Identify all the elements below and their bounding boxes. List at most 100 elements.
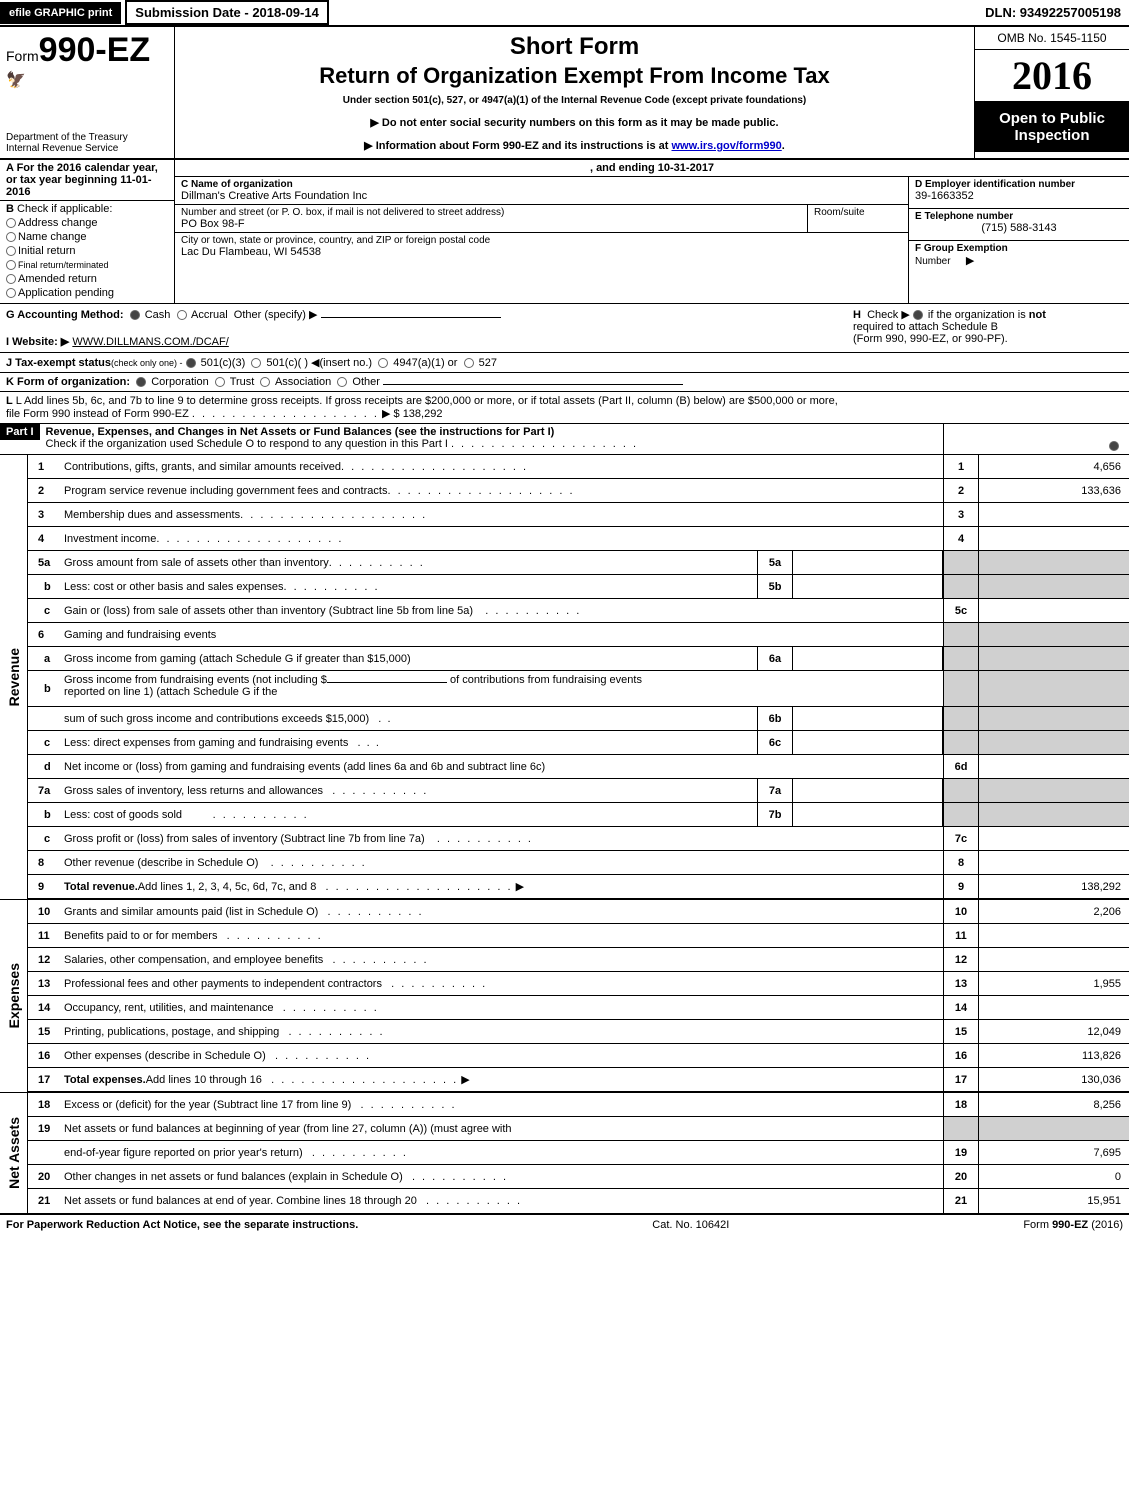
form-header: Form990-EZ 🦅 Department of the Treasury … [0, 27, 1129, 160]
line-6b-mn: 6b [757, 707, 793, 730]
accrual-label: Accrual [191, 309, 228, 321]
irs-form990-link[interactable]: www.irs.gov/form990 [672, 140, 782, 152]
line-6d-value [979, 755, 1129, 778]
omb-number: OMB No. 1545-1150 [975, 27, 1129, 50]
initial-return-label: Initial return [18, 245, 75, 257]
line-7b-rn-shade [943, 803, 979, 826]
line-1-desc: Contributions, gifts, grants, and simila… [64, 461, 341, 473]
line-18-num: 18 [28, 1093, 60, 1116]
section-h-letter: H [853, 309, 861, 321]
line-18-value: 8,256 [979, 1093, 1129, 1116]
section-h: H Check ▶ if the organization is not req… [853, 308, 1123, 348]
check-arrow: Check ▶ [867, 309, 910, 321]
schedule-o-used-radio[interactable] [1109, 441, 1119, 451]
address-change-radio[interactable] [6, 218, 16, 228]
line-7c-num: c [28, 827, 60, 850]
line-6a-desc: Gross income from gaming (attach Schedul… [64, 653, 411, 665]
check-only-one: (check only one) - [111, 358, 183, 368]
line-14-rn: 14 [943, 996, 979, 1019]
website-value[interactable]: WWW.DILLMANS.COM./DCAF/ [72, 336, 228, 348]
form-header-mid: Short Form Return of Organization Exempt… [175, 27, 974, 158]
line-18-desc: Excess or (deficit) for the year (Subtra… [64, 1099, 351, 1111]
efile-print-button[interactable]: efile GRAPHIC print [0, 2, 121, 24]
required-schedule-b-text: required to attach Schedule B [853, 321, 998, 333]
name-change-radio[interactable] [6, 232, 16, 242]
info-about-line: ▶ Information about Form 990-EZ and its … [183, 139, 966, 152]
ein-value: 39-1663352 [915, 190, 1123, 202]
line-10-value: 2,206 [979, 900, 1129, 923]
city-label: City or town, state or province, country… [181, 235, 902, 246]
city-value: Lac Du Flambeau, WI 54538 [181, 246, 902, 258]
line-16-num: 16 [28, 1044, 60, 1067]
corporation-label: Corporation [151, 376, 208, 388]
net-assets-side-label: Net Assets [0, 1093, 28, 1213]
line-1-value: 4,656 [979, 455, 1129, 478]
application-pending-label: Application pending [18, 287, 114, 299]
line-7c-value [979, 827, 1129, 850]
schedule-b-not-required-radio[interactable] [913, 310, 923, 320]
line-5b-num: b [28, 575, 60, 598]
line-7c-rn: 7c [943, 827, 979, 850]
line-7b-rv-shade [979, 803, 1129, 826]
open-public-l2: Inspection [979, 127, 1125, 144]
part-1-header: Part I Revenue, Expenses, and Changes in… [0, 424, 1129, 455]
other-org-radio[interactable] [337, 377, 347, 387]
final-return-radio[interactable] [6, 260, 16, 270]
line-9-value: 138,292 [979, 875, 1129, 898]
net-assets-section: Net Assets 18 Excess or (deficit) for the… [0, 1092, 1129, 1215]
do-not-enter-text: ▶ Do not enter social security numbers o… [183, 116, 966, 129]
line-6c-rn-shade [943, 731, 979, 754]
open-public-l1: Open to Public [979, 110, 1125, 127]
application-pending-radio[interactable] [6, 288, 16, 298]
line-6b3-rv-shade [979, 707, 1129, 730]
line-11-rn: 11 [943, 924, 979, 947]
corporation-radio[interactable] [136, 377, 146, 387]
section-a-ending: , and ending 10-31-2017 [590, 162, 714, 174]
line-15-desc: Printing, publications, postage, and shi… [64, 1026, 279, 1038]
line-19b-value: 7,695 [979, 1141, 1129, 1164]
line-6d-desc: Net income or (loss) from gaming and fun… [64, 761, 545, 773]
paperwork-notice: For Paperwork Reduction Act Notice, see … [6, 1219, 358, 1231]
line-4-desc: Investment income [64, 533, 156, 545]
irs-eagle-icon: 🦅 [6, 70, 168, 90]
initial-return-radio[interactable] [6, 246, 16, 256]
line-6b-desc1: Gross income from fundraising events (no… [64, 674, 327, 686]
page-footer: For Paperwork Reduction Act Notice, see … [0, 1215, 1129, 1235]
trust-radio[interactable] [215, 377, 225, 387]
line-21-rn: 21 [943, 1189, 979, 1213]
association-radio[interactable] [260, 377, 270, 387]
line-6b-amount-input[interactable] [327, 682, 447, 683]
amended-return-radio[interactable] [6, 274, 16, 284]
accrual-radio[interactable] [177, 310, 187, 320]
line-1-num: 1 [28, 455, 60, 478]
line-14-desc: Occupancy, rent, utilities, and maintena… [64, 1002, 274, 1014]
other-org-input[interactable] [383, 384, 683, 385]
line-19-desc: Net assets or fund balances at beginning… [64, 1123, 512, 1135]
line-6b1-rv-shade [979, 671, 1129, 706]
revenue-side-label: Revenue [0, 455, 28, 899]
other-specify-input[interactable] [321, 317, 501, 318]
amended-return-label: Amended return [18, 273, 97, 285]
line-6-num: 6 [28, 623, 60, 646]
section-l-text2: file Form 990 instead of Form 990-EZ [6, 408, 189, 420]
cash-radio[interactable] [130, 310, 140, 320]
line-7a-rv-shade [979, 779, 1129, 802]
short-form-title: Short Form [183, 33, 966, 61]
form-number: 990-EZ [39, 31, 151, 69]
part-1-check-text: Check if the organization used Schedule … [46, 438, 448, 450]
line-5a-rv-shade [979, 551, 1129, 574]
section-b-letter: B [6, 203, 14, 215]
line-3-num: 3 [28, 503, 60, 526]
line-6b1-rn-shade [943, 671, 979, 706]
line-7b-desc: Less: cost of goods sold [64, 809, 182, 821]
4947a1-radio[interactable] [378, 358, 388, 368]
line-7a-mn: 7a [757, 779, 793, 802]
501c-radio[interactable] [251, 358, 261, 368]
527-radio[interactable] [464, 358, 474, 368]
line-20-desc: Other changes in net assets or fund bala… [64, 1171, 403, 1183]
info-suffix: . [782, 140, 785, 152]
name-change-label: Name change [18, 231, 87, 243]
501c3-radio[interactable] [186, 358, 196, 368]
line-5a-mv [793, 551, 943, 574]
group-arrow-icon: ▶ [966, 255, 974, 267]
